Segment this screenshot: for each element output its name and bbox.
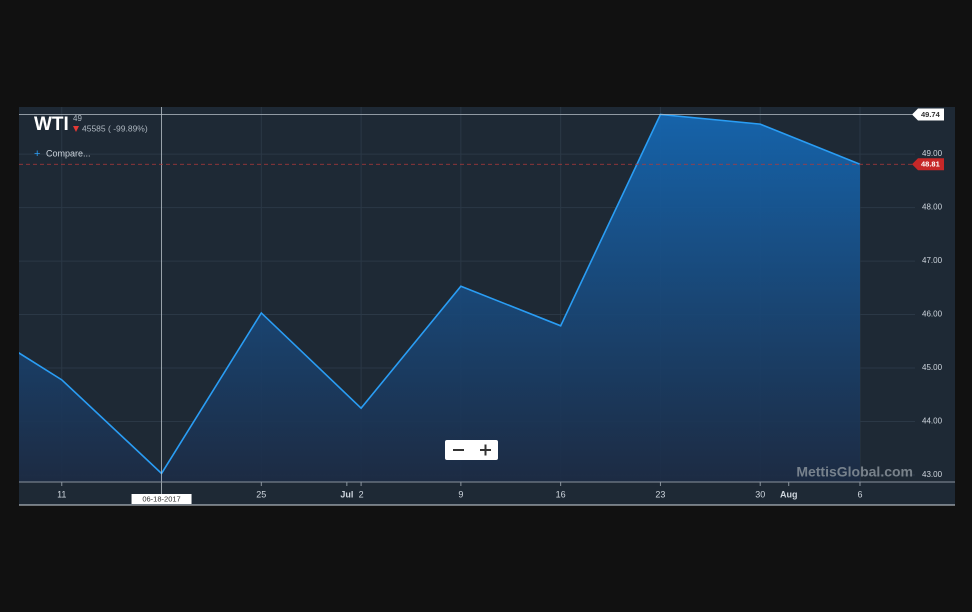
x-tick-label: 23 xyxy=(655,489,665,499)
x-tick-label: 6 xyxy=(857,489,862,499)
change: 45585 ( -99.89%) xyxy=(82,123,148,133)
x-tick-label: Aug xyxy=(780,489,798,499)
y-tick-label: 49.00 xyxy=(922,149,943,158)
zoom-out-button[interactable] xyxy=(453,449,464,451)
x-tick-label: 25 xyxy=(256,489,266,499)
price-tag xyxy=(912,158,944,171)
y-tick-label: 45.00 xyxy=(922,363,943,372)
y-tick-label: 44.00 xyxy=(922,417,943,426)
down-arrow-icon xyxy=(73,126,79,132)
x-tick-label: 11 xyxy=(57,489,66,499)
compare-plus-icon[interactable]: + xyxy=(34,148,40,160)
x-tick-label: 16 xyxy=(556,489,566,499)
area-fill xyxy=(19,114,860,482)
crosshair-date-label: 06-18-2017 xyxy=(142,494,180,503)
y-tick-label: 43.00 xyxy=(922,470,943,479)
price: 49 xyxy=(73,114,82,123)
compare-button[interactable]: Compare... xyxy=(46,148,91,158)
price-tag-label: 48.81 xyxy=(921,160,940,169)
price-tag xyxy=(912,108,944,121)
chart-title: WTI xyxy=(34,114,69,135)
zoom-in-button[interactable] xyxy=(480,444,491,456)
x-tick-label: 2 xyxy=(359,489,364,499)
price-line xyxy=(19,113,861,475)
x-tick-label: 30 xyxy=(755,489,765,499)
x-tick-label: 9 xyxy=(458,489,463,499)
y-tick-label: 46.00 xyxy=(922,310,943,319)
price-tag-label: 49.74 xyxy=(921,110,941,119)
y-tick-label: 48.00 xyxy=(922,203,943,212)
y-tick-label: 47.00 xyxy=(922,256,943,265)
crosshair-date-box xyxy=(131,494,192,504)
zoom-controls xyxy=(445,440,498,460)
x-tick-label: Jul xyxy=(340,489,353,499)
watermark: MettisGlobal.com xyxy=(796,464,913,480)
